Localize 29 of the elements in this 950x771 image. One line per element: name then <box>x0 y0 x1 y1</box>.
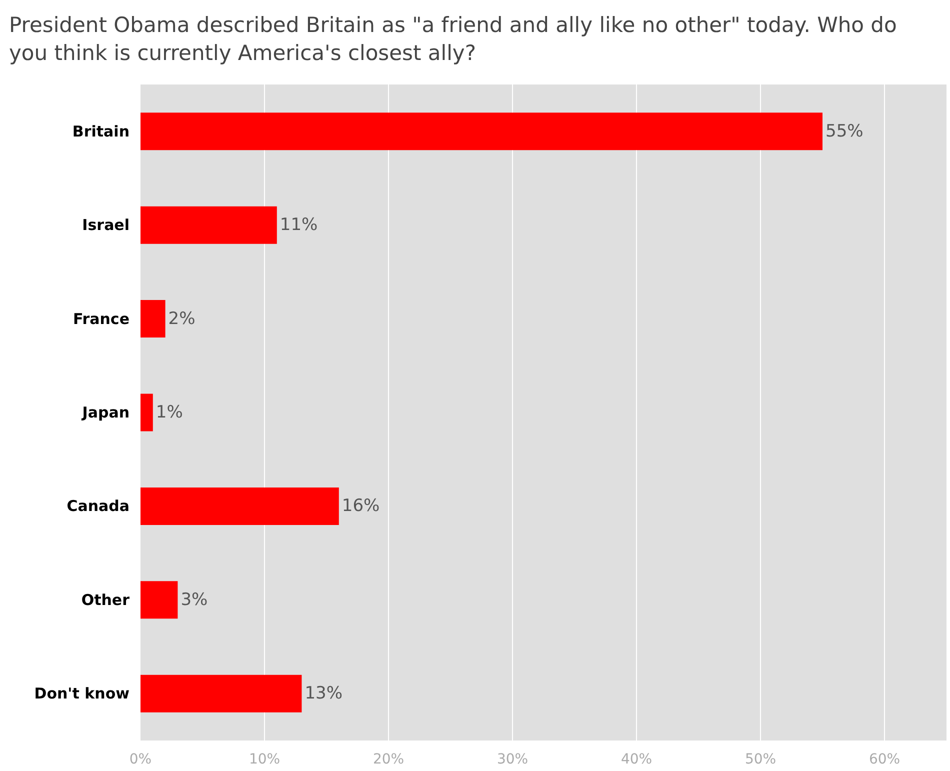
bar <box>140 112 822 150</box>
x-tick-label: 60% <box>868 752 900 768</box>
x-tick-label: 20% <box>372 752 404 768</box>
data-label: 3% <box>180 590 208 610</box>
y-tick-label: Japan <box>81 404 130 422</box>
x-tick-label: 10% <box>248 752 280 768</box>
bar <box>140 487 339 525</box>
y-tick-label: Israel <box>82 216 130 234</box>
chart-title: President Obama described Britain as "a friend and ally like no other" today. Who do you think is currently America's closest ally? <box>9 12 898 68</box>
x-tick-label: 40% <box>620 752 652 768</box>
y-tick-label: Britain <box>72 122 130 140</box>
x-tick-label: 0% <box>129 752 152 768</box>
data-label: 1% <box>156 402 183 422</box>
data-label: 16% <box>342 496 380 516</box>
data-label: 2% <box>168 308 196 329</box>
bar <box>140 300 166 338</box>
bar <box>140 394 153 432</box>
x-tick-label: 50% <box>744 752 776 768</box>
bar <box>140 581 178 619</box>
bar <box>140 206 277 244</box>
data-label: 13% <box>304 684 342 704</box>
bar <box>140 674 302 712</box>
data-label: 11% <box>280 215 318 236</box>
data-label: 55% <box>826 121 864 142</box>
x-tick-label: 30% <box>496 752 528 768</box>
y-tick-label: France <box>72 310 130 328</box>
y-tick-label: Don't know <box>34 684 130 703</box>
y-tick-label: Canada <box>66 497 130 516</box>
y-tick-label: Other <box>81 590 130 609</box>
